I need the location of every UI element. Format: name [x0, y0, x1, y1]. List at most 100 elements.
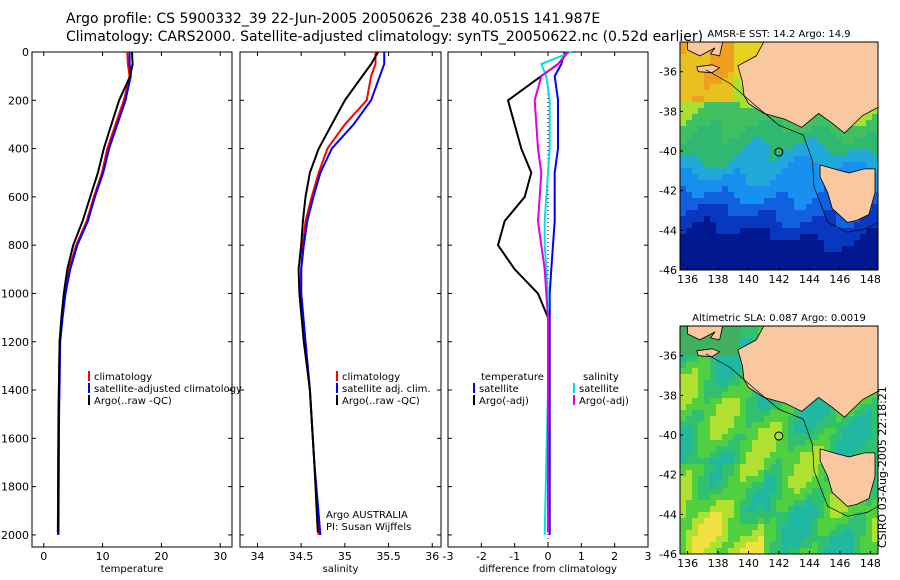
map-cell	[806, 476, 812, 482]
map-cell	[716, 246, 722, 252]
map-cell	[692, 434, 698, 440]
map-cell	[812, 222, 818, 228]
map-cell	[716, 446, 722, 452]
map-cell	[872, 542, 878, 548]
map-cell	[818, 464, 824, 470]
map-x-tick-label: 142	[769, 557, 790, 570]
map-cell	[776, 132, 782, 138]
map-cell	[866, 440, 872, 446]
map-cell	[680, 470, 686, 476]
map-cell	[740, 476, 746, 482]
map-cell	[764, 440, 770, 446]
map-cell	[788, 518, 794, 524]
map-cell	[758, 398, 764, 404]
map-cell	[800, 210, 806, 216]
map-cell	[806, 126, 812, 132]
map-y-tick-label: -44	[659, 508, 677, 521]
map-cell	[788, 156, 794, 162]
map-cell	[740, 518, 746, 524]
map-cell	[728, 464, 734, 470]
map-cell	[794, 216, 800, 222]
map-cell	[788, 482, 794, 488]
map-cell	[734, 518, 740, 524]
map-cell	[722, 500, 728, 506]
map-cell	[794, 246, 800, 252]
map-cell	[692, 518, 698, 524]
map-cell	[704, 54, 710, 60]
map-cell	[734, 156, 740, 162]
map-cell	[812, 446, 818, 452]
map-cell	[728, 144, 734, 150]
map-cell	[758, 494, 764, 500]
map-cell	[818, 542, 824, 548]
map-cell	[818, 416, 824, 422]
map-cell	[872, 428, 878, 434]
map-cell	[806, 246, 812, 252]
map-cell	[704, 60, 710, 66]
map-cell	[740, 126, 746, 132]
map-cell	[758, 138, 764, 144]
map-cell	[812, 234, 818, 240]
map-cell	[770, 542, 776, 548]
map-cell	[752, 542, 758, 548]
map-cell	[680, 500, 686, 506]
map-cell	[848, 126, 854, 132]
map-cell	[704, 240, 710, 246]
map-cell	[710, 234, 716, 240]
map-cell	[734, 422, 740, 428]
kangaroo-island	[696, 64, 721, 74]
map-cell	[728, 452, 734, 458]
map-cell	[704, 102, 710, 108]
map-cell	[722, 380, 728, 386]
map-cell	[686, 368, 692, 374]
map-cell	[734, 530, 740, 536]
map-cell	[734, 144, 740, 150]
map-cell	[716, 488, 722, 494]
map-cell	[854, 548, 860, 554]
map-cell	[842, 416, 848, 422]
map-cell	[734, 416, 740, 422]
map-cell	[746, 138, 752, 144]
map-y-tick-label: -42	[659, 469, 677, 482]
map-cell	[710, 216, 716, 222]
map-cell	[734, 344, 740, 350]
map-cell	[866, 162, 872, 168]
map-cell	[806, 518, 812, 524]
map-cell	[740, 434, 746, 440]
map-cell	[776, 150, 782, 156]
map-cell	[728, 120, 734, 126]
map-cell	[830, 530, 836, 536]
map-cell	[812, 422, 818, 428]
map-cell	[872, 192, 878, 198]
map-cell	[722, 120, 728, 126]
map-cell	[698, 126, 704, 132]
map-cell	[716, 506, 722, 512]
map-cell	[830, 264, 836, 270]
legend-label: Argo(..raw -QC)	[342, 396, 420, 407]
map-cell	[764, 398, 770, 404]
map-cell	[854, 126, 860, 132]
map-cell	[758, 186, 764, 192]
map-cell	[764, 216, 770, 222]
map-cell	[860, 398, 866, 404]
map-cell	[848, 168, 854, 174]
map-cell	[830, 500, 836, 506]
map-cell	[842, 506, 848, 512]
map-cell	[698, 252, 704, 258]
map-cell	[722, 452, 728, 458]
map-cell	[710, 246, 716, 252]
map-cell	[746, 446, 752, 452]
map-cell	[764, 446, 770, 452]
map-cell	[734, 326, 740, 332]
map-cell	[764, 252, 770, 258]
map-cell	[704, 410, 710, 416]
map-cell	[782, 162, 788, 168]
map-cell	[680, 428, 686, 434]
map-cell	[680, 222, 686, 228]
map-cell	[710, 198, 716, 204]
map-cell	[746, 386, 752, 392]
map-cell	[776, 198, 782, 204]
map-cell	[686, 524, 692, 530]
map-cell	[734, 78, 740, 84]
map-cell	[752, 126, 758, 132]
